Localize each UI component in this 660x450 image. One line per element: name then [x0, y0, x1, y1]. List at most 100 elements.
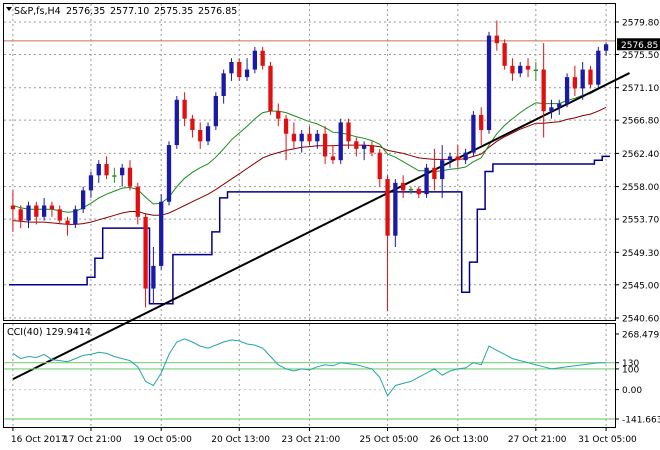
candle-body — [41, 205, 47, 217]
time-tick-label: 20 Oct 13:00 — [211, 435, 270, 445]
candle-body — [299, 133, 304, 142]
candle-body — [260, 50, 265, 66]
candle-body — [174, 99, 179, 146]
candle-body — [49, 205, 55, 210]
candle-body — [588, 69, 593, 85]
candle-body — [557, 103, 562, 108]
candle-body — [96, 163, 101, 176]
candle-body — [57, 209, 62, 221]
candle-body — [541, 69, 546, 112]
candle-body — [401, 182, 406, 191]
slow-moving-average-line — [12, 106, 607, 225]
candle-body — [26, 205, 31, 221]
candle-body — [463, 152, 468, 161]
candle-body — [10, 205, 16, 210]
candle-body — [416, 188, 421, 195]
cci-title: CCI(40) 129.9414 — [7, 327, 91, 338]
time-tick-label: 17 Oct 21:00 — [63, 435, 122, 445]
candle-body — [596, 50, 601, 85]
ohlc-low: 2575.35 — [154, 6, 193, 17]
price-tick-label: 2579.80 — [622, 19, 659, 29]
collapse-triangle-icon[interactable] — [6, 7, 12, 11]
price-tick-label: 2558.00 — [622, 183, 659, 193]
price-tick-label: 2553.70 — [622, 216, 659, 226]
candle-body — [603, 44, 609, 51]
cci-tick-label: -141.663 — [622, 416, 660, 426]
candle-body — [221, 73, 226, 96]
symbol-label: S&P,fs,H4 — [14, 6, 61, 17]
time-tick-label: 31 Oct 05:00 — [578, 435, 637, 445]
candle-body — [361, 145, 367, 149]
time-tick-label: 16 Oct 2017 — [11, 435, 67, 445]
candle-body — [34, 205, 39, 217]
candle-body — [143, 216, 148, 289]
time-tick-label: 27 Oct 21:00 — [508, 435, 567, 445]
candle-body — [159, 201, 164, 266]
price-tick-label: 2540.60 — [622, 315, 659, 325]
candle-body — [276, 111, 281, 119]
candle-body — [369, 145, 375, 153]
candle-body — [268, 65, 273, 112]
candle-body — [494, 35, 499, 44]
price-tick-label: 2545.00 — [622, 281, 659, 291]
cci-tick-label: 268.4797 — [622, 331, 660, 341]
cci-series — [4, 338, 615, 420]
support-step-line — [9, 155, 610, 305]
fast-moving-average-line — [12, 84, 607, 213]
price-tick-label: 2566.80 — [622, 117, 659, 127]
candle-body — [182, 99, 187, 119]
price-tick-label: 2571.10 — [622, 84, 659, 94]
candle-body — [338, 122, 343, 161]
candle-body — [151, 265, 156, 289]
cci-tick-label: 0.00 — [622, 386, 642, 396]
candle-body — [81, 190, 86, 210]
candle-body — [432, 167, 437, 180]
cci-tick-label: 100 — [622, 365, 639, 375]
candle-body — [549, 107, 554, 112]
candle-body — [166, 145, 172, 202]
ohlc-open: 2576.35 — [66, 6, 105, 17]
candle-body — [127, 167, 133, 187]
grid — [4, 4, 615, 427]
current-price-label: 2576.85 — [621, 41, 658, 51]
candle-body — [385, 179, 390, 236]
candle-body — [580, 69, 585, 89]
candle-body — [120, 167, 125, 176]
price-series — [4, 20, 630, 381]
candle-body — [244, 69, 250, 78]
candle-body — [18, 209, 23, 221]
candle-body — [322, 133, 328, 157]
candle-body — [471, 114, 476, 153]
candle-body — [510, 65, 515, 74]
candle-body — [502, 43, 507, 66]
candle-body — [135, 186, 140, 217]
price-tick-label: 2562.40 — [622, 150, 659, 160]
price-tick-label: 2549.30 — [622, 249, 659, 259]
time-tick-label: 25 Oct 05:00 — [360, 435, 419, 445]
candle-body — [213, 96, 218, 127]
candle-body — [73, 209, 78, 225]
candle-body — [533, 69, 538, 72]
ohlc-high: 2577.10 — [110, 6, 149, 17]
candle-body — [525, 65, 531, 70]
time-tick-label: 19 Oct 05:00 — [133, 435, 192, 445]
candle-body — [354, 141, 359, 149]
candle-body — [455, 156, 460, 161]
price-panel-frame — [3, 3, 616, 321]
candle-body — [229, 62, 234, 74]
time-tick-label: 26 Oct 13:00 — [430, 435, 489, 445]
candle-body — [315, 133, 320, 142]
candle-body — [252, 50, 258, 70]
candle-body — [205, 126, 211, 142]
candle-body — [447, 156, 453, 161]
candle-body — [112, 175, 117, 177]
candle-body — [330, 156, 336, 161]
candle-body — [440, 160, 445, 180]
candle-body — [424, 167, 429, 195]
candle-body — [291, 133, 297, 142]
candle-body — [518, 65, 523, 74]
price-tick-label: 2575.50 — [622, 51, 659, 61]
candle-body — [88, 175, 94, 191]
ohlc-close: 2576.85 — [198, 6, 237, 17]
